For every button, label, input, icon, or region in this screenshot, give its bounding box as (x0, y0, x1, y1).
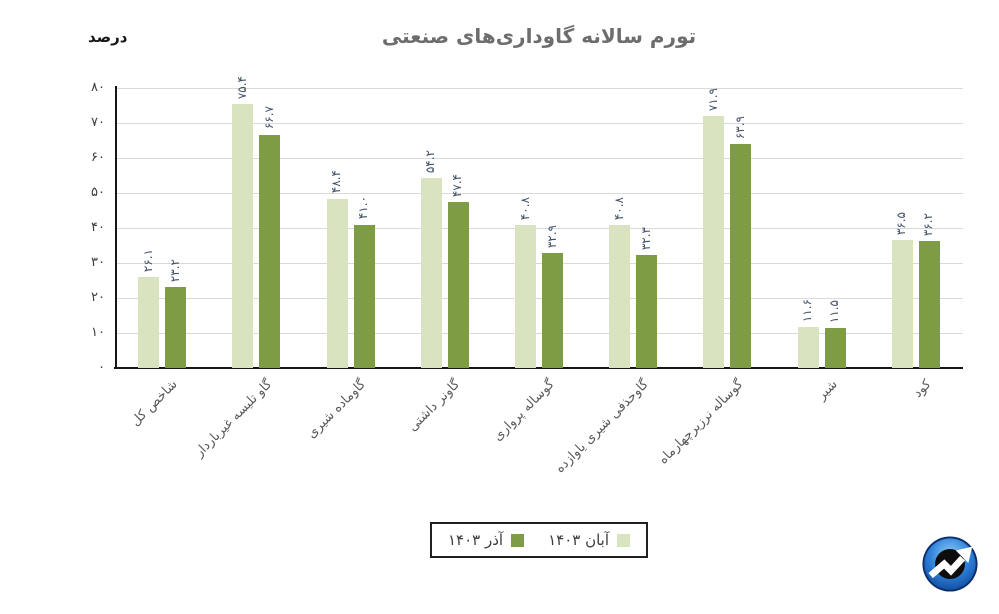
bar-azar-5 (636, 254, 658, 368)
bar-azar-4 (542, 252, 563, 368)
legend-entry: آذر ۱۴۰۳ (447, 531, 525, 549)
bar-azar-3 (447, 202, 469, 368)
bar-azar-0 (165, 286, 187, 368)
category-label: گوساله نرزیرچهارماه (655, 377, 747, 468)
bar-aban-1 (232, 104, 254, 368)
bar-value-label: ۳۶.۲ (921, 213, 936, 237)
y-axis-tick-label: ۷۰ (91, 115, 105, 130)
trend-arrow-logo-icon (922, 536, 978, 592)
y-axis-tick-label: ۴۰ (91, 220, 105, 235)
bar-value-label: ۶۳.۹ (732, 116, 747, 140)
y-axis-tick-label: ۲۰ (91, 290, 105, 305)
bar-aban-2 (326, 198, 348, 368)
bar-value-label: ۵۴.۲ (423, 150, 438, 174)
gridline (115, 333, 963, 334)
category-label: گاوحذفی شیری یاوازده (552, 377, 652, 477)
y-axis-unit-label: درصد (88, 28, 128, 46)
gridline (115, 298, 963, 299)
bar-azar-7 (824, 327, 846, 368)
bar-aban-8 (891, 240, 913, 368)
gridline (115, 123, 963, 124)
bar-aban-7 (797, 327, 819, 368)
trend-arrow-logo (921, 535, 979, 593)
bar-azar-6 (730, 144, 752, 368)
y-axis-tick-label: ۳۰ (91, 255, 105, 270)
x-axis-line (114, 367, 963, 369)
bar-value-label: ۲۶.۱ (140, 248, 155, 272)
bar-value-label: ۳۲.۹ (544, 224, 559, 248)
chart-title: تورم سالانه گاوداری‌های صنعتی (381, 24, 697, 48)
y-axis-tick-label: ۱۰ (91, 325, 105, 340)
bar-value-label: ۴۸.۴ (329, 170, 344, 194)
bar-aban-4 (515, 225, 536, 368)
y-axis-line (115, 86, 117, 368)
bar-aban-5 (609, 225, 631, 368)
legend-swatch-icon (617, 533, 631, 547)
legend-swatch-icon (511, 533, 525, 547)
legend: آبان ۱۴۰۳ آذر ۱۴۰۳ (429, 522, 649, 558)
legend-label: آذر ۱۴۰۳ (447, 531, 504, 549)
gridline (115, 263, 963, 264)
y-axis-tick-label: ۶۰ (91, 150, 105, 165)
gridline (115, 88, 963, 89)
bar-value-label: ۷۵.۴ (234, 75, 249, 100)
bar-value-label: ۷۱.۹ (705, 88, 720, 112)
bar-value-label: ۴۷.۴ (450, 173, 465, 198)
gridline (115, 158, 963, 159)
bar-value-label: ۲۳.۲ (167, 258, 182, 282)
category-label: گوساله پرواری (490, 377, 558, 445)
bar-value-label: ۴۱.۰ (356, 196, 371, 220)
bar-value-label: ۳۶.۵ (894, 212, 909, 236)
bar-aban-6 (703, 116, 725, 368)
legend-entry: آبان ۱۴۰۳ (548, 531, 631, 549)
y-axis-tick-label: ۸۰ (91, 80, 105, 95)
y-axis-tick-label: ۵۰ (91, 185, 105, 200)
category-label: گاو تلیسه غیرباردار (191, 377, 275, 461)
category-label: شیر (814, 377, 841, 404)
bar-aban-0 (138, 276, 160, 368)
bar-value-label: ۶۶.۷ (261, 106, 276, 130)
bar-value-label: ۴۰.۸ (517, 197, 532, 221)
category-label: گاونر داشتی (405, 377, 464, 435)
gridline (115, 193, 963, 194)
category-label: گاوماده شیری (304, 377, 370, 442)
bar-value-label: ۴۰.۸ (611, 197, 626, 221)
bar-aban-3 (420, 178, 442, 368)
bar-azar-1 (259, 134, 281, 368)
bar-azar-2 (353, 224, 375, 368)
bar-azar-8 (918, 241, 940, 368)
y-axis-tick-label: ۰ (98, 360, 105, 375)
bar-value-label: ۳۲.۳ (638, 226, 653, 250)
gridline (115, 228, 963, 229)
category-label: کود (910, 377, 935, 401)
bar-value-label: ۱۱.۵ (827, 299, 842, 323)
category-label: شاخص کل (128, 377, 181, 430)
bar-value-label: ۱۱.۶ (800, 299, 815, 323)
legend-label: آبان ۱۴۰۳ (548, 531, 610, 549)
